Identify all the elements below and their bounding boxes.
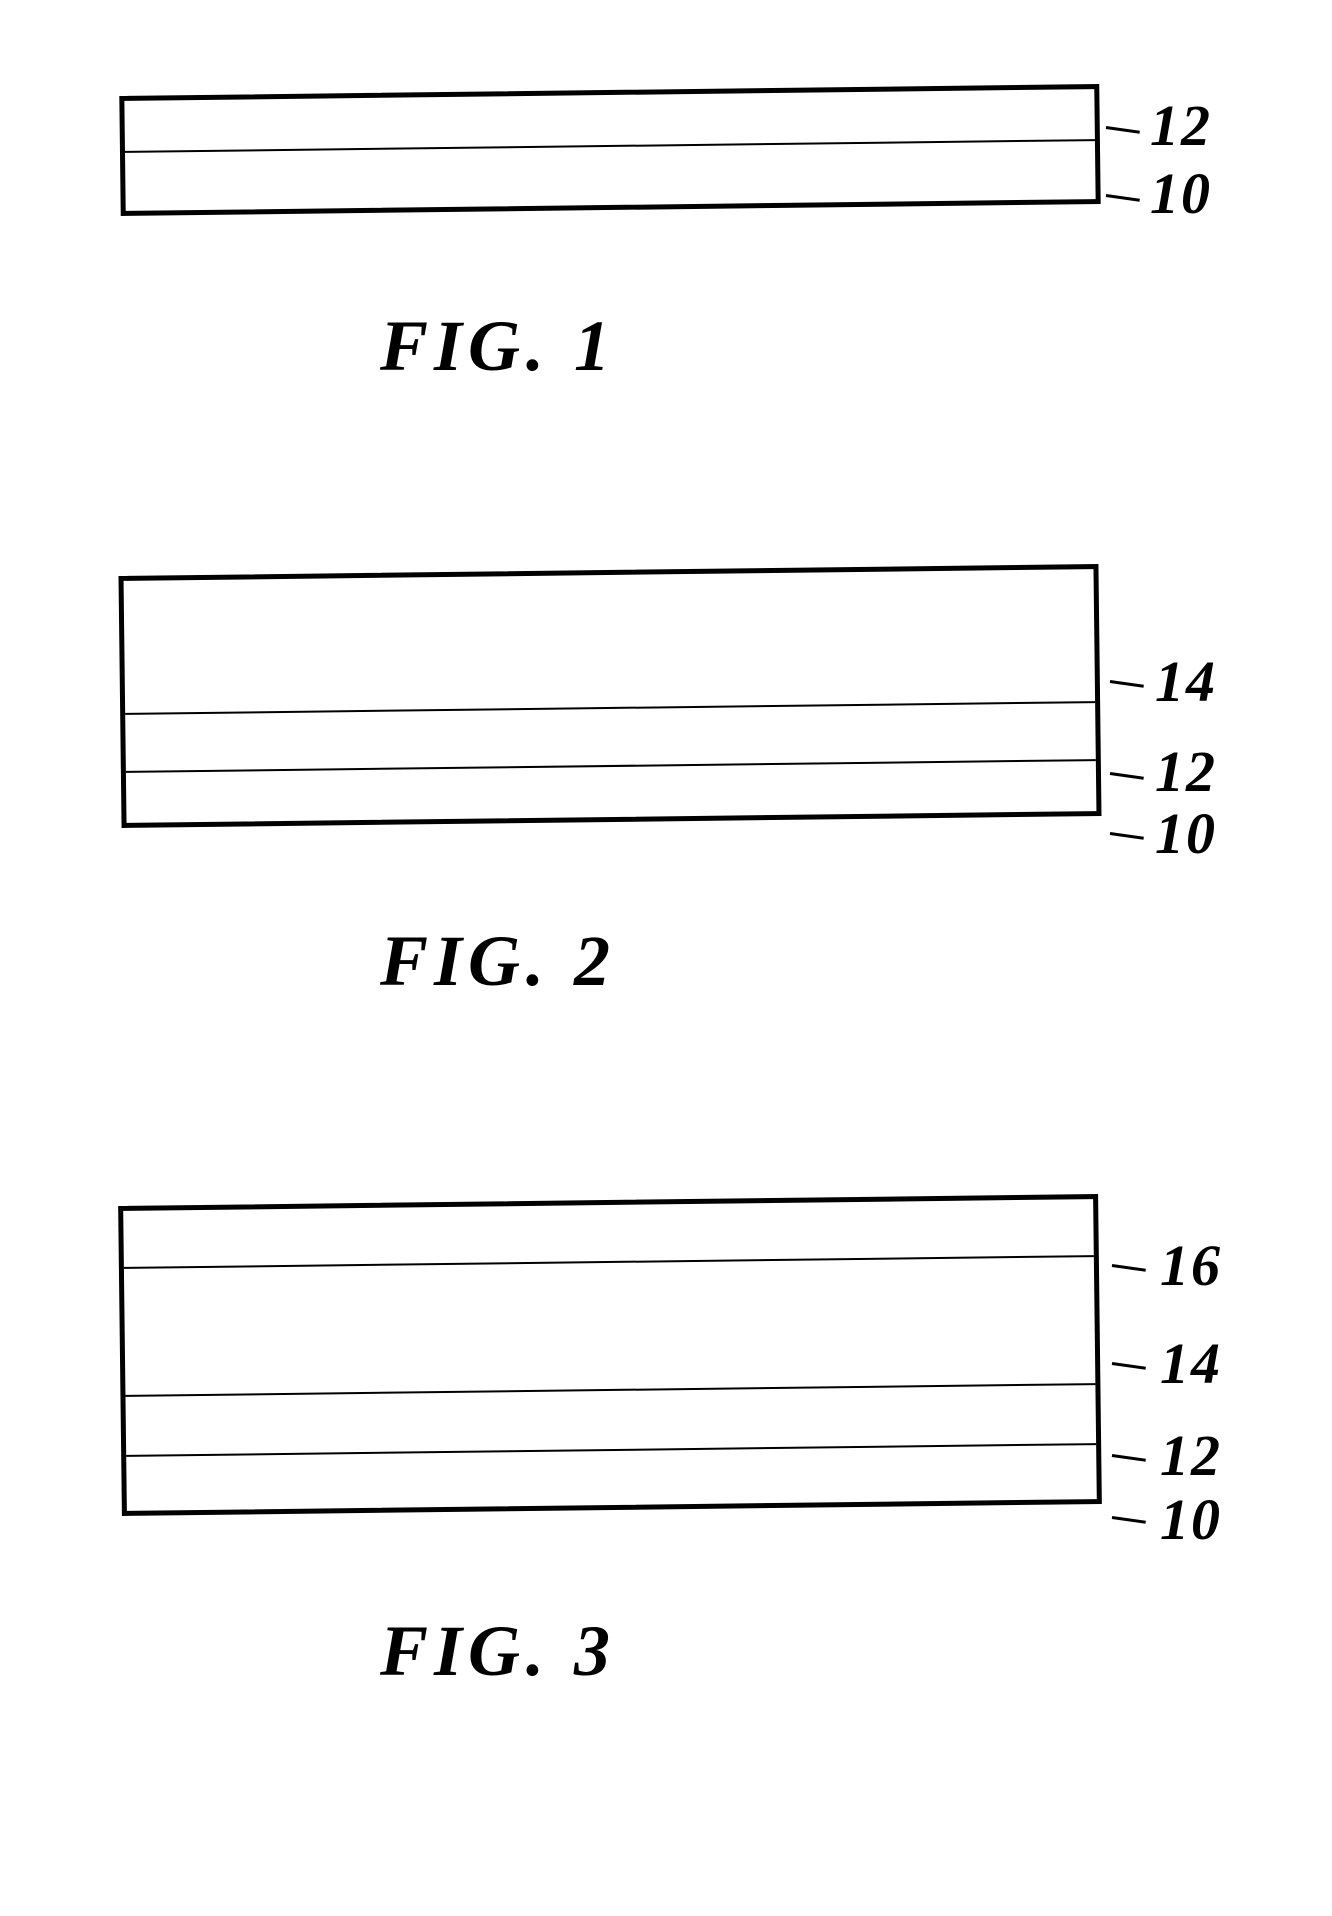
fig3-tick-12 bbox=[1112, 1454, 1146, 1462]
fig2-outer-border bbox=[118, 564, 1101, 828]
fig1-label-12: 12 bbox=[1150, 92, 1212, 159]
fig3-outer-border bbox=[118, 1194, 1102, 1516]
fig1-label-10: 10 bbox=[1150, 160, 1212, 227]
fig3-label-12: 12 bbox=[1160, 1422, 1222, 1489]
fig3-tick-16 bbox=[1112, 1264, 1146, 1272]
diagram-canvas: 1210FIG. 1141210FIG. 216141210FIG. 3 bbox=[0, 0, 1332, 1916]
fig2-label-10: 10 bbox=[1155, 800, 1217, 867]
fig2-rect bbox=[118, 564, 1101, 828]
fig2-tick-10 bbox=[1110, 832, 1144, 840]
fig3-label-14: 14 bbox=[1160, 1330, 1222, 1397]
fig3-label-10: 10 bbox=[1160, 1486, 1222, 1553]
fig2-label-14: 14 bbox=[1155, 648, 1217, 715]
fig1-tick-10 bbox=[1106, 194, 1140, 202]
fig2-tick-14 bbox=[1110, 680, 1144, 688]
fig3-tick-10 bbox=[1112, 1516, 1146, 1524]
fig3-label-16: 16 bbox=[1160, 1232, 1222, 1299]
fig3-rect bbox=[118, 1194, 1102, 1516]
fig1-tick-12 bbox=[1106, 126, 1140, 134]
fig1-caption: FIG. 1 bbox=[380, 305, 616, 388]
fig2-tick-12 bbox=[1110, 772, 1144, 780]
fig3-caption: FIG. 3 bbox=[380, 1610, 616, 1693]
fig3-tick-14 bbox=[1112, 1362, 1146, 1370]
fig2-label-12: 12 bbox=[1155, 738, 1217, 805]
fig1-rect bbox=[119, 84, 1100, 216]
fig2-caption: FIG. 2 bbox=[380, 920, 616, 1003]
